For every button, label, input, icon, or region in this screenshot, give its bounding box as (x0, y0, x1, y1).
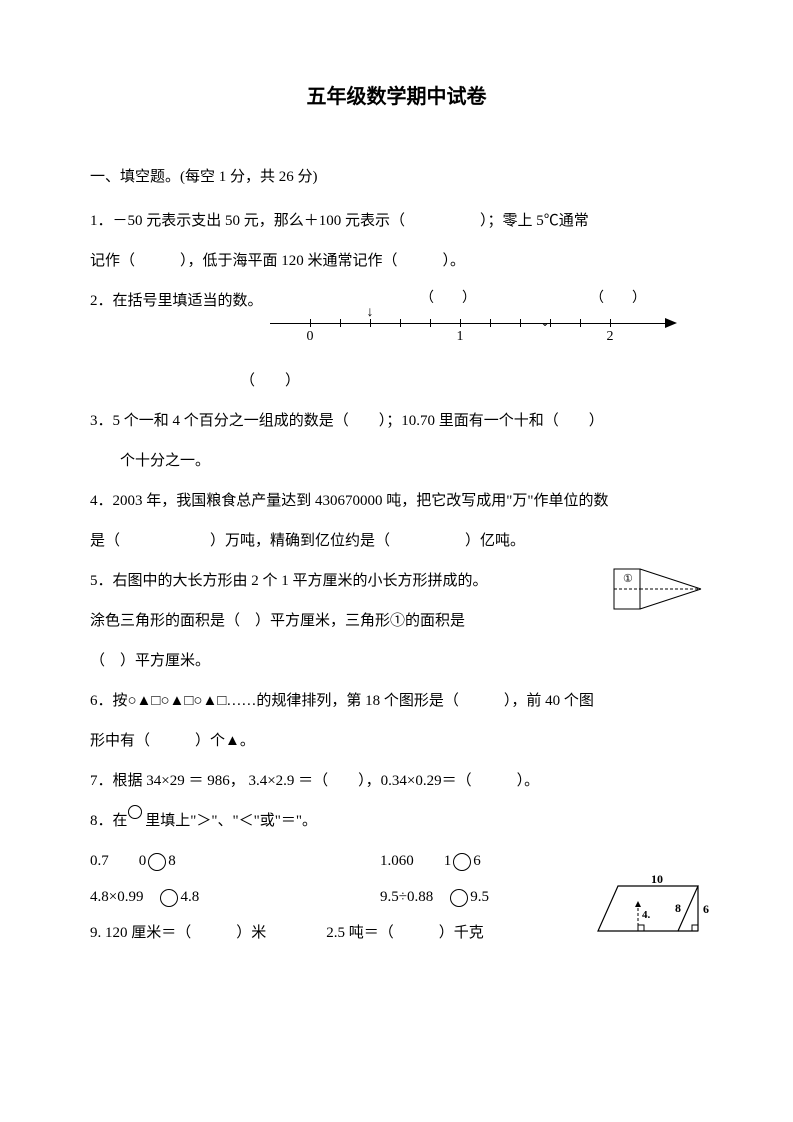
nl-tick (310, 319, 311, 327)
nl-arrowhead-icon (665, 318, 677, 328)
circle-icon (160, 889, 178, 907)
nl-label-0: 0 (307, 329, 314, 345)
nl-tick (520, 319, 521, 327)
q8r1a-pre: 0.7 0 (90, 853, 146, 869)
q8-pre: 8．在 (90, 813, 128, 829)
para-label-6: 6 (703, 902, 709, 916)
question-7: 7．根据 34×29 ＝ 986， 3.4×2.9 ＝（ ），0.34×0.29… (90, 763, 703, 799)
question-1-line1: 1．－50 元表示支出 50 元，那么＋100 元表示（ ）；零上 5℃通常 (90, 203, 703, 239)
circle-icon (128, 805, 142, 819)
page-title: 五年级数学期中试卷 (90, 80, 703, 109)
parallelogram-figure: 10 8 6 4. (593, 871, 713, 941)
circle-1-label: ① (623, 573, 633, 585)
q8r2b-pre: 9.5÷0.88 (380, 889, 448, 905)
q8r2b-post: 9.5 (470, 889, 489, 905)
q8-r1a: 0.7 0 8 (90, 843, 380, 879)
question-2-paren-below: （ ） (90, 363, 703, 399)
question-5-line1: 5．右图中的大长方形由 2 个 1 平方厘米的小长方形拼成的。 ① (90, 563, 703, 599)
question-5-text1: 5．右图中的大长方形由 2 个 1 平方厘米的小长方形拼成的。 (90, 573, 488, 589)
question-4-line1: 4．2003 年，我国粮食总产量达到 430670000 吨，把它改写成用"万"… (90, 483, 703, 519)
number-line-figure: （ ） （ ） ↓ ⌄ 0 1 2 (270, 293, 690, 353)
circle-icon (148, 853, 166, 871)
q8r1b-post: 6 (473, 853, 481, 869)
nl-tick (400, 319, 401, 327)
nl-tick (370, 319, 371, 327)
question-3-line2: 个十分之一。 (90, 443, 703, 479)
question-6-line2: 形中有（ ）个▲。 (90, 723, 703, 759)
nl-tick (610, 319, 611, 327)
q8-post: 里填上"＞"、"＜"或"＝"。 (142, 813, 318, 829)
question-8-header: 8．在 里填上"＞"、"＜"或"＝"。 (90, 803, 703, 839)
nl-tick (340, 319, 341, 327)
nl-tick (550, 319, 551, 327)
q8r2a-post: 4.8 (180, 889, 199, 905)
nl-tick (580, 319, 581, 327)
question-5-line2: 涂色三角形的面积是（ ）平方厘米，三角形①的面积是 (90, 603, 703, 639)
question-4-line2: 是（ ）万吨，精确到亿位约是（ ）亿吨。 (90, 523, 703, 559)
q8r1a-post: 8 (168, 853, 176, 869)
nl-paren-top-1: （ ） (420, 287, 476, 307)
q8r1b-pre: 1.060 1 (380, 853, 451, 869)
parallelogram-svg: 10 8 6 4. (593, 871, 713, 951)
nl-label-2: 2 (607, 329, 614, 345)
q8-r2a: 4.8×0.99 4.8 (90, 879, 380, 915)
q8r2a-pre: 4.8×0.99 (90, 889, 158, 905)
question-5-line3: （ ）平方厘米。 (90, 643, 703, 679)
circle-icon (450, 889, 468, 907)
nl-paren-top-2: （ ） (590, 287, 646, 307)
section-1-header: 一、填空题。(每空 1 分，共 26 分) (90, 159, 703, 195)
nl-tick (490, 319, 491, 327)
para-label-8: 8 (675, 901, 681, 915)
question-3-line1: 3．5 个一和 4 个百分之一组成的数是（ ）；10.70 里面有一个十和（ ） (90, 403, 703, 439)
circle-icon (453, 853, 471, 871)
nl-label-1: 1 (457, 329, 464, 345)
question-1-line2: 记作（ ），低于海平面 120 米通常记作（ ）。 (90, 243, 703, 279)
nl-tick (460, 319, 461, 327)
para-label-10: 10 (651, 872, 663, 886)
question-6-line1: 6．按○▲□○▲□○▲□……的规律排列，第 18 个图形是（ ），前 40 个图 (90, 683, 703, 719)
nl-tick (430, 319, 431, 327)
para-label-4: 4. (642, 909, 651, 921)
